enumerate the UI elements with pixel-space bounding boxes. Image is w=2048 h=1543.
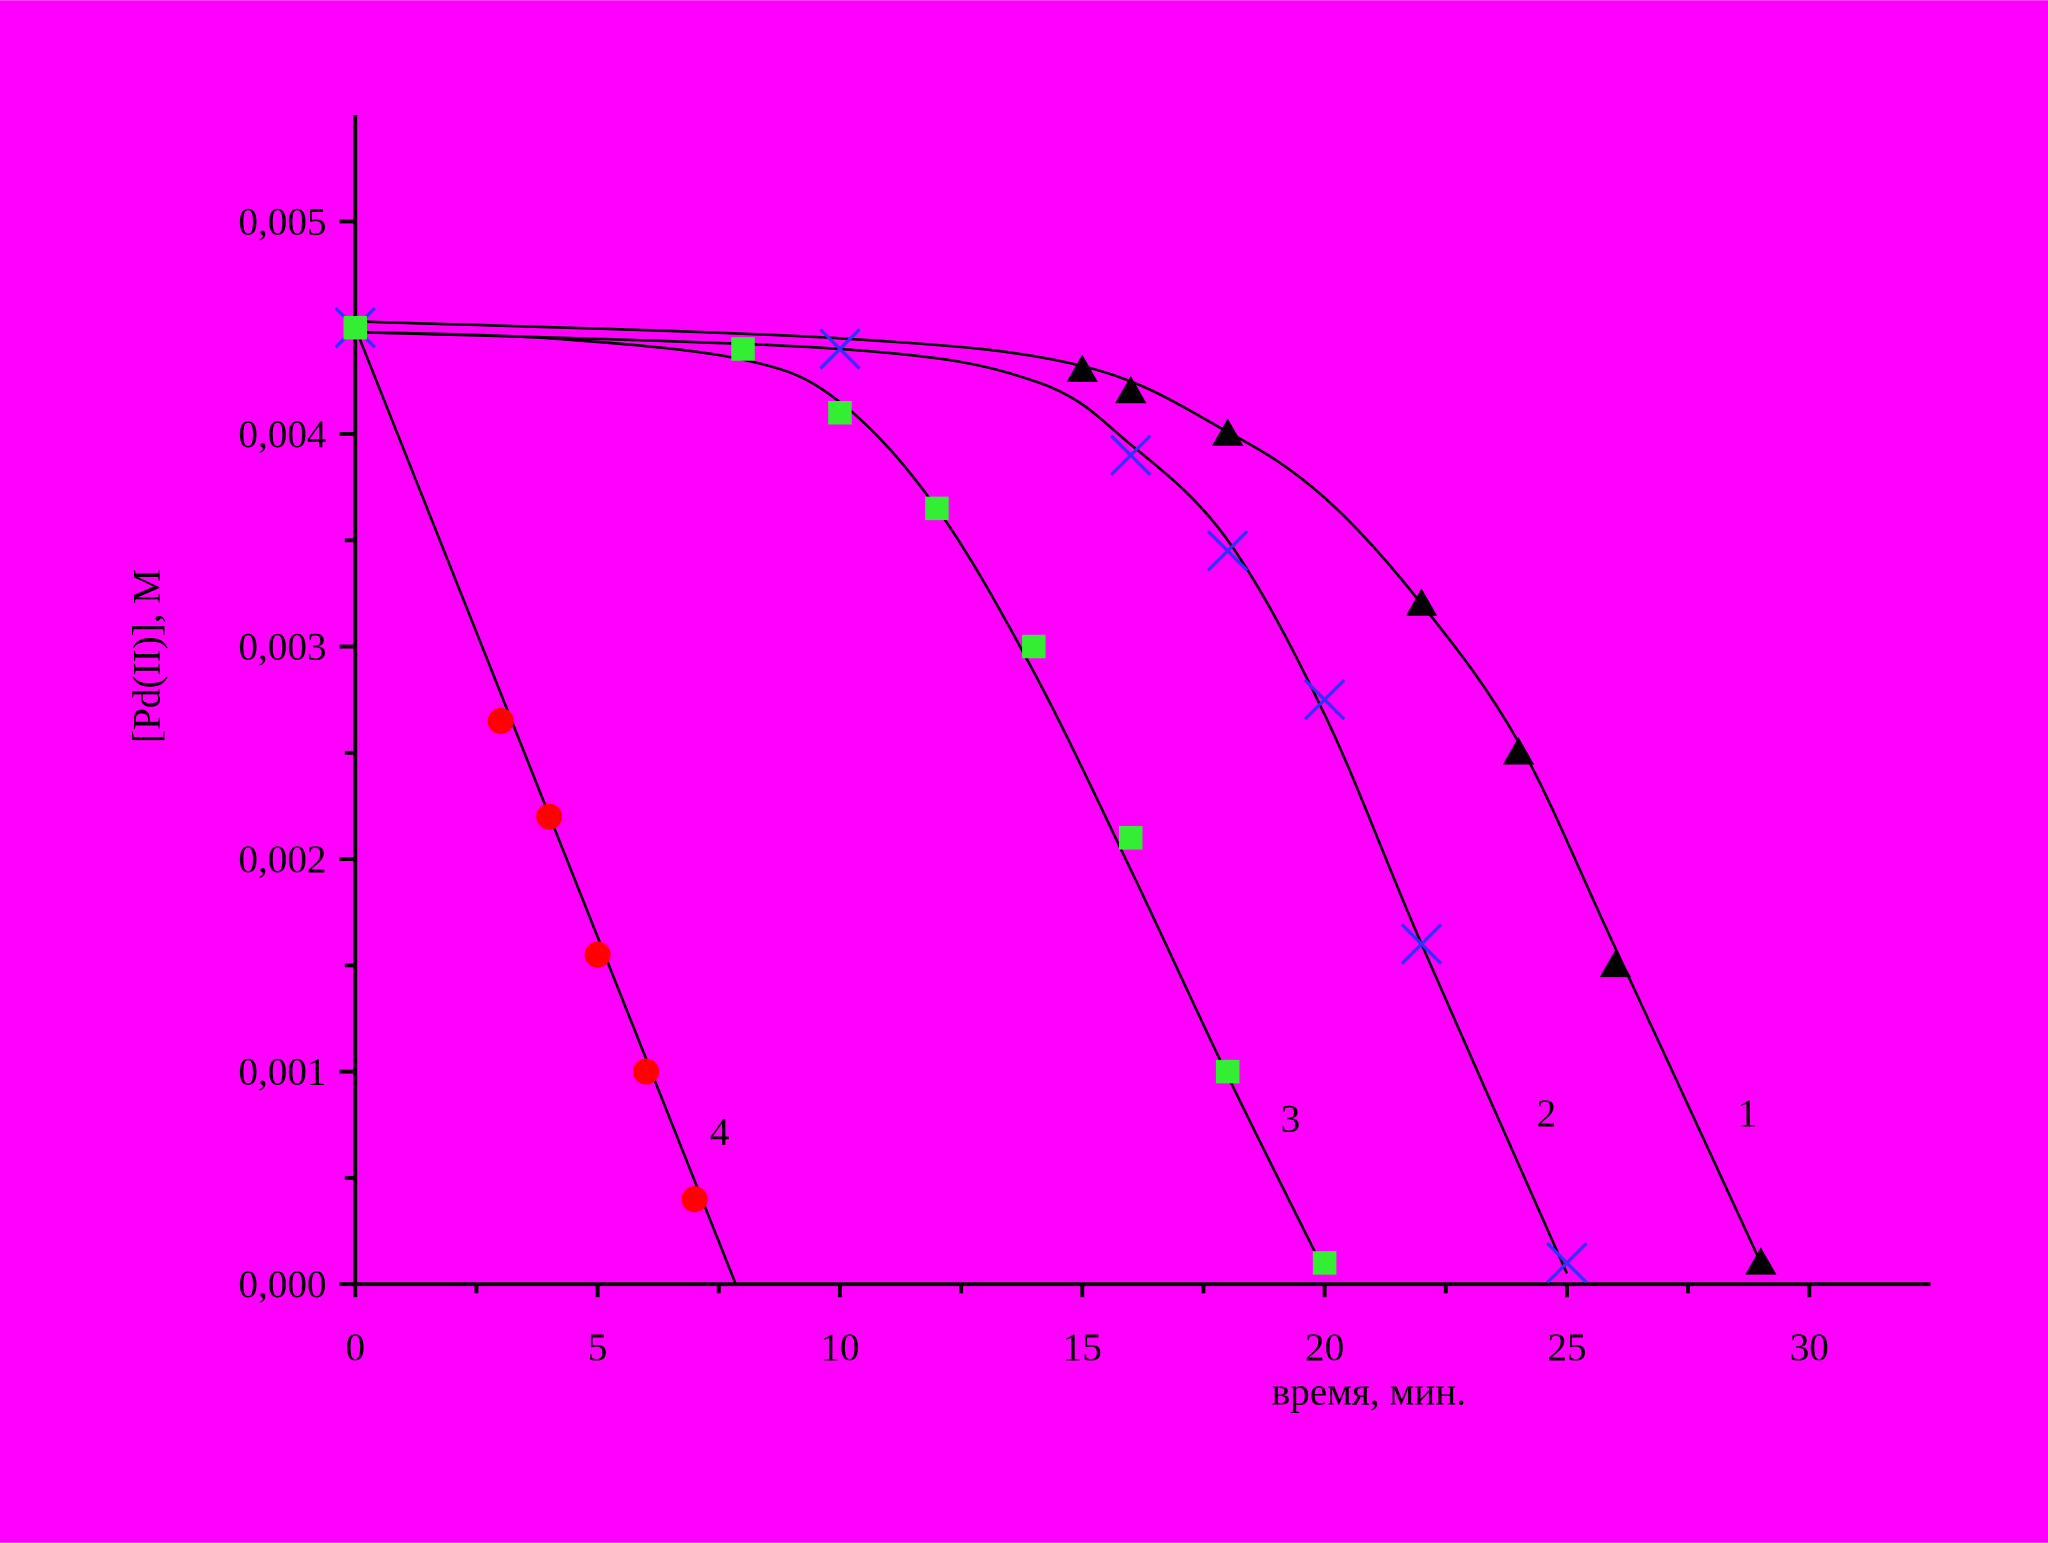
y-tick-label: 0,003 <box>238 626 326 669</box>
square-marker <box>1118 826 1143 850</box>
square-marker <box>828 400 852 425</box>
square-marker <box>343 315 368 340</box>
square-marker <box>1215 1059 1240 1084</box>
triangle-marker <box>1745 1247 1777 1275</box>
y-axis-label: [Pd(II)], M <box>125 569 168 743</box>
y-tick-label: 0,004 <box>238 413 326 456</box>
square-marker <box>731 337 755 361</box>
curve-label: 3 <box>1281 1097 1301 1140</box>
triangle-marker <box>1212 418 1244 446</box>
triangle-marker <box>1115 375 1147 404</box>
cross-marker <box>819 328 861 370</box>
x-tick-label: 20 <box>1305 1326 1344 1369</box>
x-tick-label: 10 <box>820 1326 859 1369</box>
circle-marker <box>681 1186 708 1213</box>
circle-marker <box>487 707 514 734</box>
cross-marker <box>1400 923 1443 965</box>
y-tick-label: 0,000 <box>238 1263 326 1306</box>
fit-curve <box>355 330 1326 1272</box>
x-tick-label: 5 <box>588 1326 608 1369</box>
square-marker <box>925 496 949 521</box>
x-tick-label: 30 <box>1790 1326 1829 1369</box>
square-marker <box>1312 1251 1337 1275</box>
cross-marker <box>1109 434 1152 476</box>
y-tick-label: 0,001 <box>238 1051 326 1094</box>
y-tick-label: 0,002 <box>238 838 326 881</box>
x-tick-label: 25 <box>1547 1326 1586 1369</box>
triangle-marker <box>1066 354 1098 382</box>
triangle-marker <box>1502 737 1535 765</box>
circle-marker <box>536 803 563 830</box>
x-axis-label: время, мин. <box>1272 1370 1466 1413</box>
curve-label: 2 <box>1537 1092 1557 1135</box>
y-tick-label: 0,005 <box>238 201 326 244</box>
circle-marker <box>633 1058 660 1085</box>
x-tick-label: 0 <box>345 1326 365 1369</box>
curve-label: 1 <box>1738 1092 1758 1135</box>
curve-label: 4 <box>710 1110 730 1153</box>
fit-curve <box>355 320 1762 1264</box>
triangle-marker <box>1599 949 1632 978</box>
triangle-marker <box>1405 588 1438 616</box>
cross-marker <box>1206 530 1249 572</box>
cross-marker <box>1546 1242 1588 1284</box>
cross-marker <box>1303 678 1346 721</box>
circle-marker <box>584 941 611 968</box>
x-tick-label: 15 <box>1063 1326 1102 1369</box>
square-marker <box>1022 634 1046 659</box>
